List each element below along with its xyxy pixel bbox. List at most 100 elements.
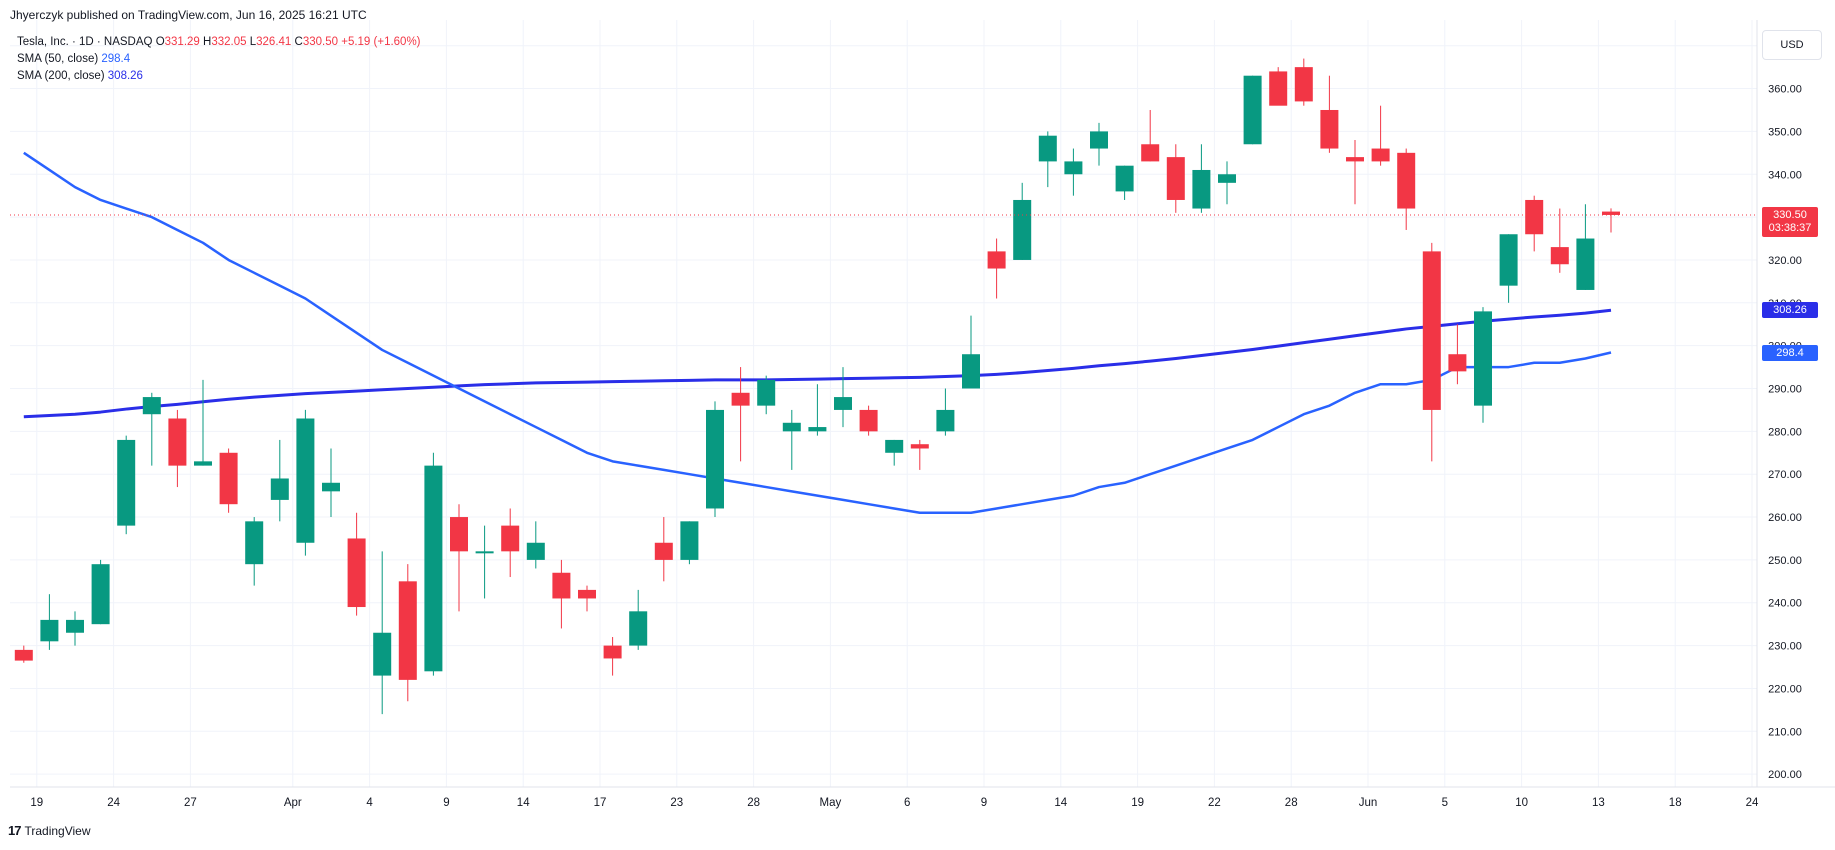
candle-body: [1013, 199, 1032, 260]
legend-sma200-value: 308.26: [107, 70, 143, 82]
y-tick-label: 340.00: [1768, 169, 1802, 181]
candle-body: [322, 482, 340, 492]
candle-body: [859, 409, 878, 432]
candle-body: [347, 538, 366, 608]
y-tick-label: 210.00: [1768, 726, 1802, 738]
y-tick-label: 200.00: [1768, 769, 1802, 781]
tradingview-logo-icon: 17: [8, 823, 22, 838]
candle-body: [757, 379, 776, 406]
candle-body: [936, 409, 955, 432]
candle-body: [1397, 152, 1416, 209]
candle-body: [1038, 135, 1057, 162]
legend-sma50-row[interactable]: SMA (50, close) 298.4: [17, 51, 421, 68]
y-tick-label: 260.00: [1768, 512, 1802, 524]
candle-body: [475, 551, 494, 554]
candle-body: [962, 354, 980, 389]
sma-50-line-layer: [23, 151, 1612, 515]
x-tick-label: 14: [517, 797, 530, 809]
y-tick-label: 250.00: [1768, 555, 1802, 567]
candle-body: [1371, 148, 1390, 162]
candle-body: [680, 521, 699, 560]
y-tick-label: 270.00: [1768, 469, 1802, 481]
candle-body: [1474, 311, 1492, 406]
candle-body: [270, 478, 289, 500]
candle-body: [194, 461, 212, 466]
x-tick-label: 6: [904, 797, 910, 809]
x-tick-label: 4: [366, 797, 373, 809]
legend-sma200-label: SMA (200, close): [17, 70, 105, 82]
candle-body: [501, 525, 520, 552]
candle-body: [1550, 247, 1569, 265]
x-tick-label: 19: [30, 797, 43, 809]
legend-low-label: L: [249, 36, 257, 48]
legend-change: +5.19 (+1.60%): [341, 36, 421, 48]
candle-body: [808, 427, 827, 432]
x-tick-label: May: [820, 797, 842, 809]
x-tick-label: 24: [107, 797, 120, 809]
y-tick-label: 280.00: [1768, 426, 1802, 438]
sma-50-line: [23, 151, 1612, 515]
legend-ohlc-row: Tesla, Inc. · 1D · NASDAQ O331.29 H332.0…: [17, 34, 421, 51]
candle-body: [1346, 157, 1364, 162]
candle-body: [1090, 131, 1108, 149]
legend-sma50-value: 298.4: [101, 53, 131, 65]
candle-body: [168, 418, 187, 466]
x-tick-label: 9: [443, 797, 449, 809]
last-price-tag: 330.50 03:38:37: [1762, 206, 1818, 237]
candle-body: [1320, 109, 1339, 149]
countdown-tag-value: 03:38:37: [1768, 221, 1812, 234]
candle-body: [1218, 174, 1236, 183]
axis-lines: [10, 20, 1835, 788]
x-tick-label: 24: [1746, 797, 1759, 809]
footer-brand-text: TradingView: [24, 823, 91, 838]
candle-body: [142, 397, 161, 415]
candle-body: [552, 572, 571, 599]
candle-body: [526, 542, 545, 560]
sma-200-line: [23, 308, 1612, 419]
candle-body: [910, 444, 929, 449]
candle-body: [40, 619, 59, 642]
legend-high-label: H: [203, 36, 212, 48]
candle-body: [1499, 234, 1518, 286]
x-tick-label: 19: [1131, 797, 1144, 809]
candle-body: [424, 465, 443, 672]
candle-body: [117, 439, 136, 526]
x-tick-label: 13: [1592, 797, 1605, 809]
x-tick-label: 17: [594, 797, 607, 809]
legend-symbol: Tesla, Inc. · 1D · NASDAQ: [17, 36, 153, 48]
candle-body: [398, 581, 417, 680]
legend-sma50-label: SMA (50, close): [17, 53, 99, 65]
candle-body: [706, 409, 724, 509]
x-tick-label: 27: [184, 797, 197, 809]
x-tick-label: 23: [670, 797, 683, 809]
legend-close-label: C: [294, 36, 303, 48]
y-tick-label: 240.00: [1768, 598, 1802, 610]
y-axis-ticks: 200.00 210.00 220.00 230.00 240.00 250.00 260.…: [1768, 41, 1802, 781]
candle-body: [14, 649, 33, 661]
candle-body: [1064, 161, 1083, 175]
candles-layer: [14, 58, 1620, 715]
currency-button[interactable]: USD: [1762, 30, 1822, 60]
legend-close-value: 330.50: [302, 36, 339, 48]
legend-high-value: 332.05: [211, 36, 247, 48]
x-tick-label: 10: [1515, 797, 1528, 809]
x-tick-label: Jun: [1359, 797, 1378, 809]
legend-open-label: O: [155, 36, 165, 48]
candle-body: [1269, 71, 1288, 106]
candle-body: [1243, 75, 1262, 145]
candle-body: [654, 542, 673, 560]
candle-body: [296, 418, 315, 543]
y-tick-label: 230.00: [1768, 641, 1802, 653]
y-tick-label: 290.00: [1768, 384, 1802, 396]
footer-brand[interactable]: 17 TradingView: [8, 823, 91, 838]
x-tick-label: 28: [1285, 797, 1298, 809]
y-tick-label: 320.00: [1768, 255, 1802, 267]
candle-body: [1448, 354, 1467, 372]
x-axis-ticks: 19 24 27 Apr 4 9 14 17 23 28 May 6 9 14 19 22 28 Jun 5 10 13…: [30, 797, 1759, 809]
legend-sma200-row[interactable]: SMA (200, close) 308.26: [17, 68, 421, 85]
candle-body: [1115, 165, 1134, 192]
legend-open-value: 331.29: [164, 36, 200, 48]
x-tick-label: 28: [747, 797, 760, 809]
chart-grid: [10, 20, 1757, 787]
